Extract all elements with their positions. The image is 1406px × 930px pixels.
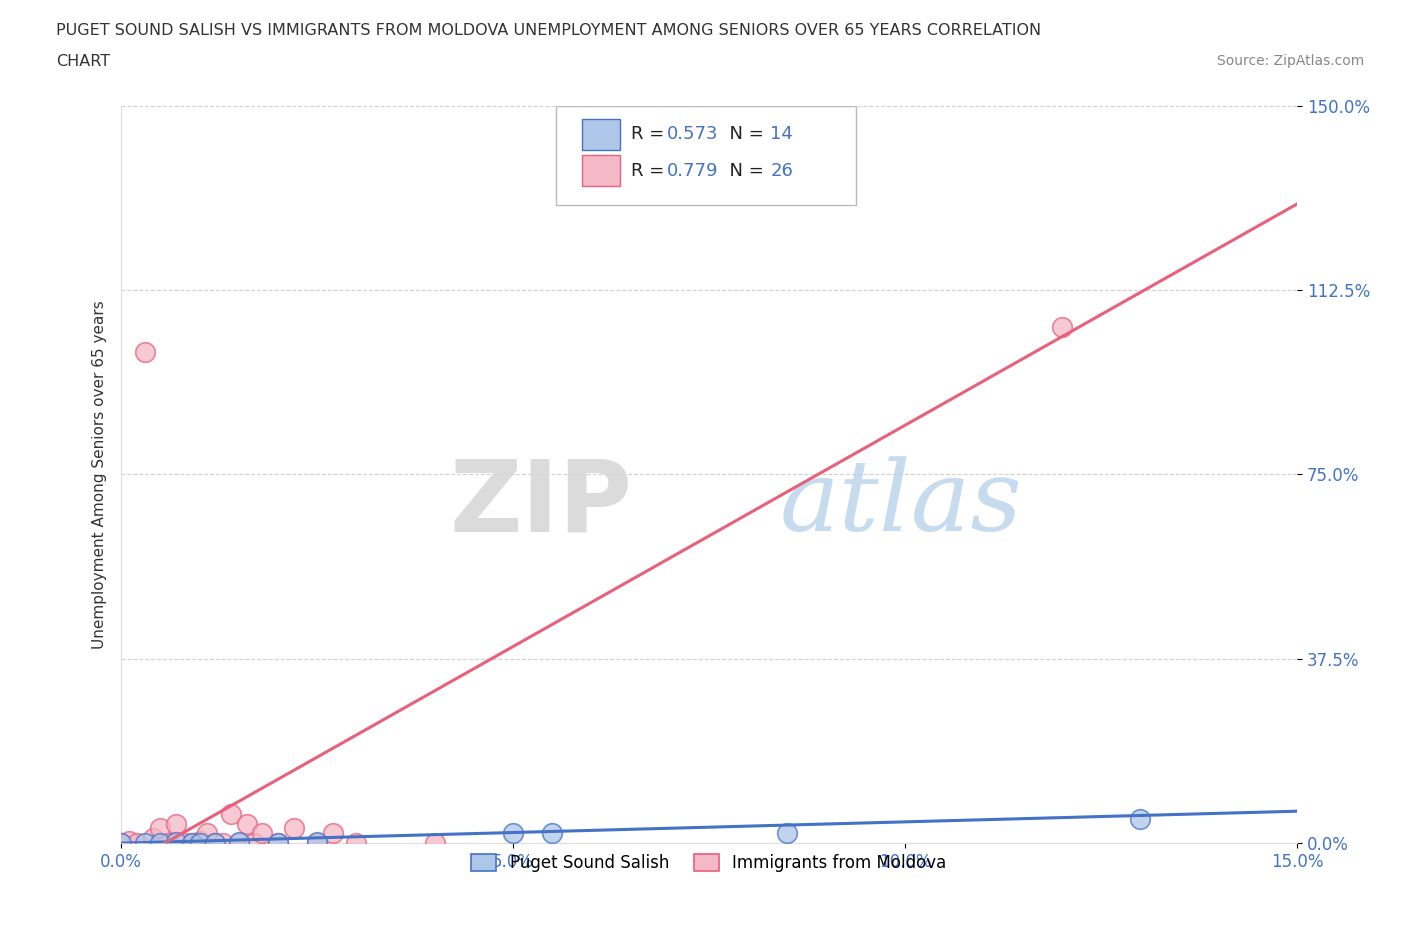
Text: atlas: atlas (779, 457, 1022, 551)
Point (219, 806, 242, 821)
Point (252, 826, 274, 841)
FancyBboxPatch shape (557, 106, 856, 206)
Point (1050, 320, 1073, 335)
Point (125, 836, 148, 851)
Point (235, 816, 257, 830)
Legend: Puget Sound Salish, Immigrants from Moldova: Puget Sound Salish, Immigrants from Mold… (465, 847, 953, 879)
Point (423, 836, 446, 851)
Point (188, 836, 211, 851)
Point (118, 833, 141, 848)
Point (344, 836, 367, 851)
Point (134, 836, 156, 851)
Point (110, 836, 132, 851)
Text: PUGET SOUND SALISH VS IMMIGRANTS FROM MOLDOVA UNEMPLOYMENT AMONG SENIORS OVER 65: PUGET SOUND SALISH VS IMMIGRANTS FROM MO… (56, 23, 1042, 38)
Text: N =: N = (718, 126, 770, 143)
Point (180, 836, 202, 851)
Point (142, 830, 165, 845)
Point (180, 836, 202, 851)
Point (188, 833, 211, 848)
Point (197, 826, 219, 841)
Point (502, 826, 524, 841)
Text: Source: ZipAtlas.com: Source: ZipAtlas.com (1216, 54, 1364, 68)
Point (228, 836, 250, 851)
Point (204, 836, 226, 851)
Text: R =: R = (631, 126, 671, 143)
Y-axis label: Unemployment Among Seniors over 65 years: Unemployment Among Seniors over 65 years (93, 300, 107, 649)
Text: 14: 14 (770, 126, 793, 143)
Text: 0.779: 0.779 (666, 162, 718, 179)
Point (212, 836, 235, 851)
Point (157, 836, 180, 851)
FancyBboxPatch shape (582, 155, 620, 186)
Point (165, 816, 187, 830)
Point (307, 836, 329, 851)
Text: 0.573: 0.573 (666, 126, 718, 143)
Point (173, 836, 195, 851)
Text: ZIP: ZIP (450, 456, 633, 552)
Point (243, 836, 266, 851)
Point (267, 836, 290, 851)
Point (134, 344, 156, 359)
Point (228, 835, 250, 850)
Text: N =: N = (718, 162, 770, 179)
Text: 26: 26 (770, 162, 793, 179)
Point (149, 821, 172, 836)
Point (1129, 811, 1152, 826)
Point (283, 821, 305, 836)
FancyBboxPatch shape (582, 119, 620, 150)
Point (322, 826, 344, 841)
Point (307, 835, 329, 850)
Point (110, 836, 132, 851)
Point (541, 826, 564, 841)
Point (204, 836, 226, 851)
Point (165, 834, 187, 849)
Point (267, 836, 290, 851)
Point (149, 836, 172, 851)
Text: R =: R = (631, 162, 671, 179)
Point (776, 826, 799, 841)
Text: CHART: CHART (56, 54, 110, 69)
